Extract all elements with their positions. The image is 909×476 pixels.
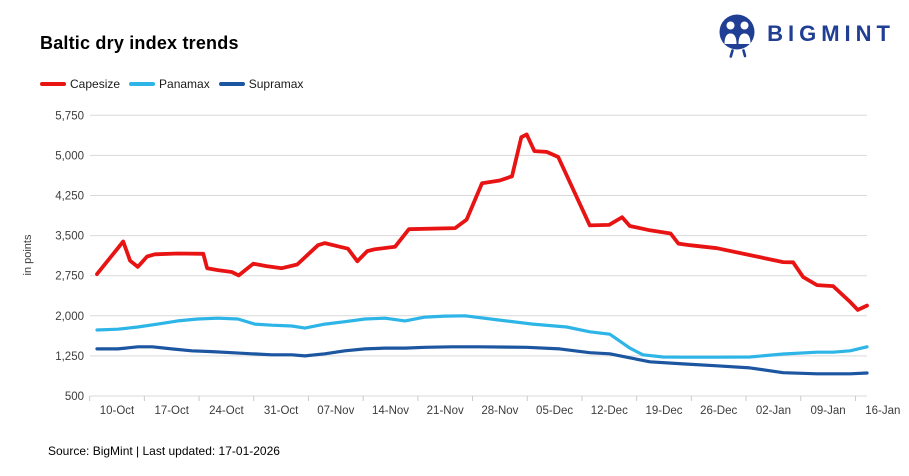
capesize-line: [95, 132, 869, 312]
x-tick-label: 28-Nov: [481, 405, 518, 417]
supramax-line-swatch: [218, 82, 245, 86]
panamax-line: [95, 314, 869, 359]
brand-name: BIGMINT: [767, 21, 895, 46]
legend-item-capesize: Capesize: [40, 77, 120, 91]
x-tick-label: 19-Dec: [645, 405, 682, 417]
source-note: Source: BigMint | Last updated: 17-01-20…: [48, 444, 280, 458]
y-tick-label: 500: [65, 391, 84, 403]
y-tick-label: 5,750: [55, 110, 84, 122]
x-tick-label: 24-Oct: [209, 405, 244, 417]
x-tick-label: 07-Nov: [317, 405, 354, 417]
x-tick-label: 05-Dec: [536, 405, 573, 417]
x-tick-label: 31-Oct: [264, 405, 299, 417]
supramax-line: [95, 345, 869, 376]
legend-label: Panamax: [159, 77, 210, 91]
y-axis-title: in points: [22, 234, 34, 275]
capesize-line-swatch: [40, 82, 66, 86]
legend-item-supramax: Supramax: [218, 77, 304, 91]
y-tick-label: 2,000: [55, 311, 84, 323]
y-tick-label: 3,500: [55, 231, 84, 243]
y-tick-label: 2,750: [55, 271, 84, 283]
x-tick-label: 26-Dec: [700, 405, 737, 417]
x-tick-label: 10-Oct: [100, 405, 135, 417]
x-tick-label: 02-Jan: [756, 405, 791, 417]
y-tick-label: 1,250: [55, 351, 84, 363]
x-tick-label: 09-Jan: [811, 405, 846, 417]
legend-label: Supramax: [248, 77, 304, 91]
panamax-line-swatch: [129, 82, 156, 86]
legend-item-panamax: Panamax: [129, 77, 210, 91]
x-tick-label: 14-Nov: [372, 405, 409, 417]
bigmint-logo: BIGMINT: [717, 10, 895, 58]
page-title: Baltic dry index trends: [40, 33, 239, 53]
x-tick-label: 16-Jan: [865, 405, 900, 417]
y-tick-label: 4,250: [55, 191, 84, 203]
x-tick-label: 21-Nov: [427, 405, 464, 417]
y-tick-label: 5,000: [55, 150, 84, 162]
x-tick-label: 12-Dec: [591, 405, 628, 417]
chart-legend: Capesize Panamax Supramax: [40, 77, 303, 91]
x-tick-label: 17-Oct: [154, 405, 189, 417]
bigmint-logo-icon: [719, 14, 755, 58]
legend-label: Capesize: [70, 77, 121, 91]
